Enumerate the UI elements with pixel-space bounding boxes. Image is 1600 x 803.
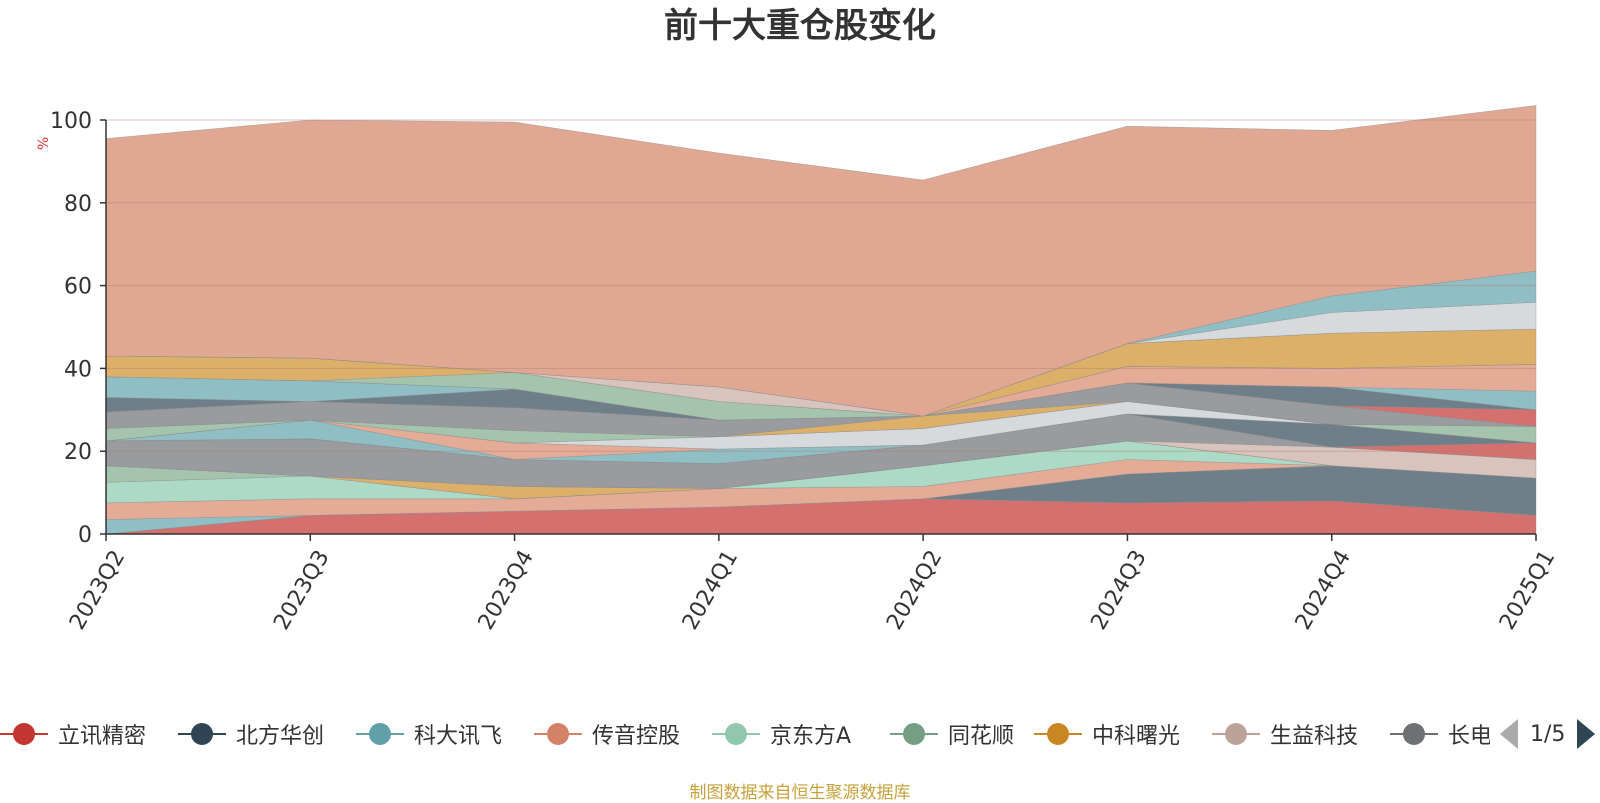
legend-item[interactable]: 中科曙光 — [1034, 716, 1180, 752]
y-tick-label: 100 — [50, 109, 92, 134]
legend-label: 中科曙光 — [1092, 724, 1181, 749]
triangle-right-icon[interactable] — [1577, 719, 1596, 749]
areas-layer — [105, 105, 1537, 535]
legend-label: 长电科技 — [1448, 724, 1490, 749]
legend-label: 立讯精密 — [58, 724, 147, 749]
legend-marker-icon — [178, 719, 226, 749]
legend-item[interactable]: 同花顺 — [890, 716, 1014, 752]
legend-marker-icon — [0, 719, 48, 749]
y-tick-label: 60 — [64, 275, 92, 300]
legend-label: 京东方A — [770, 724, 852, 749]
x-tick-label: 2024Q2 — [882, 546, 947, 634]
y-tick-label: 0 — [78, 523, 92, 548]
y-axis-unit-label: % — [36, 136, 52, 150]
x-tick-label: 2023Q2 — [65, 546, 130, 634]
grid-layer — [106, 119, 1536, 452]
legend-marker-icon — [1390, 719, 1438, 749]
stacked-area-chart: 0 20 40 60 80 100 2023Q2 2023Q3 2023Q4 2024Q1 2024… — [50, 105, 1560, 634]
y-tick-label: 40 — [64, 357, 92, 382]
legend-marker-icon — [1212, 719, 1260, 749]
legend-item[interactable]: 生益科技 — [1212, 716, 1358, 752]
legend-page-indicator: 1/5 — [1530, 721, 1566, 747]
legend-label: 科大讯飞 — [414, 724, 503, 749]
x-tick-label: 2025Q1 — [1495, 546, 1560, 634]
source-note: 制图数据来自恒生聚源数据库 — [689, 783, 911, 803]
legend-label: 传音控股 — [592, 724, 681, 749]
chart-title: 前十大重仓股变化 — [664, 6, 936, 46]
legend-item[interactable]: 立讯精密 — [0, 716, 146, 752]
legend-item[interactable]: 长电科技 — [1390, 716, 1490, 752]
x-tick-label: 2024Q1 — [678, 546, 743, 634]
legend-item[interactable]: 北方华创 — [178, 716, 324, 752]
x-tick-label: 2023Q4 — [474, 546, 539, 634]
legend-item[interactable]: 京东方A — [712, 716, 851, 752]
legend-marker-icon — [890, 719, 938, 749]
legend-item[interactable]: 科大讯飞 — [356, 716, 502, 752]
legend-label: 生益科技 — [1270, 724, 1359, 749]
legend-pager: 1/5 — [1500, 716, 1596, 752]
legend-item[interactable]: 传音控股 — [534, 716, 680, 752]
legend-marker-icon — [1034, 719, 1082, 749]
legend-marker-icon — [712, 719, 760, 749]
y-tick-label: 80 — [64, 192, 92, 217]
legend-marker-icon — [534, 719, 582, 749]
x-tick-label: 2023Q3 — [269, 546, 334, 634]
series-area-26 — [105, 105, 1537, 417]
legend-marker-icon — [356, 719, 404, 749]
x-tick-label: 2024Q4 — [1291, 546, 1356, 634]
triangle-left-icon[interactable] — [1500, 719, 1518, 749]
legend-label: 北方华创 — [236, 724, 325, 749]
legend-label: 同花顺 — [948, 724, 1015, 749]
x-tick-label: 2024Q3 — [1086, 546, 1151, 634]
y-tick-label: 20 — [64, 440, 92, 465]
legend: 立讯精密 北方华创 科大讯飞 传音控股 京东方A 同花顺 中科曙光 生益科技 长电科技 — [0, 716, 1490, 752]
